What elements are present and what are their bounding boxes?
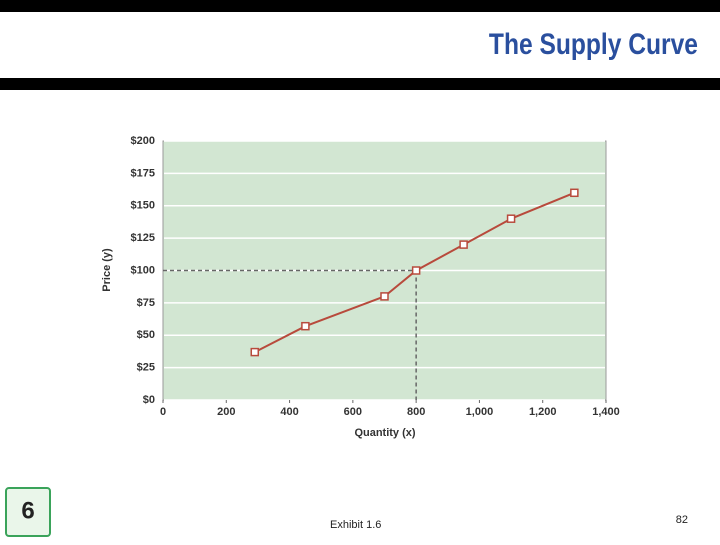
- marker: [459, 240, 468, 249]
- marker: [250, 347, 260, 357]
- slide-number-box: [5, 487, 51, 537]
- slide-number: 6: [21, 497, 34, 524]
- x-tick-label: 200: [217, 406, 235, 418]
- x-axis-label: Quantity (x): [354, 427, 415, 439]
- x-tick-label: 1,200: [529, 406, 557, 418]
- marker: [380, 292, 389, 301]
- marker: [506, 214, 516, 223]
- page-number: 82: [676, 514, 688, 526]
- x-tick-label: 400: [280, 406, 298, 418]
- slide-title: The Supply Curve: [489, 27, 698, 61]
- marker: [570, 188, 579, 198]
- y-tick-label: $100: [131, 264, 155, 276]
- y-tick-label: $125: [131, 232, 155, 244]
- top-bar: [0, 0, 720, 12]
- title-bar: [0, 78, 720, 90]
- x-tick-label: 1,400: [592, 406, 620, 418]
- marker: [411, 266, 421, 275]
- caption: Exhibit 1.6: [330, 519, 381, 531]
- x-tick-label: 800: [407, 406, 425, 418]
- x-tick-label: 0: [160, 406, 166, 418]
- x-tick-label: 600: [344, 406, 362, 418]
- marker: [301, 321, 310, 331]
- y-tick-label: $175: [131, 167, 155, 179]
- y-tick-label: $50: [137, 329, 155, 341]
- y-tick-label: $150: [131, 200, 155, 212]
- x-tick-label: 1,000: [466, 406, 494, 418]
- y-tick-label: $200: [131, 135, 155, 147]
- y-tick-label: $0: [143, 394, 155, 406]
- y-axis-label: Price (y): [101, 248, 113, 292]
- y-tick-label: $25: [137, 362, 155, 374]
- y-tick-label: $75: [137, 297, 155, 309]
